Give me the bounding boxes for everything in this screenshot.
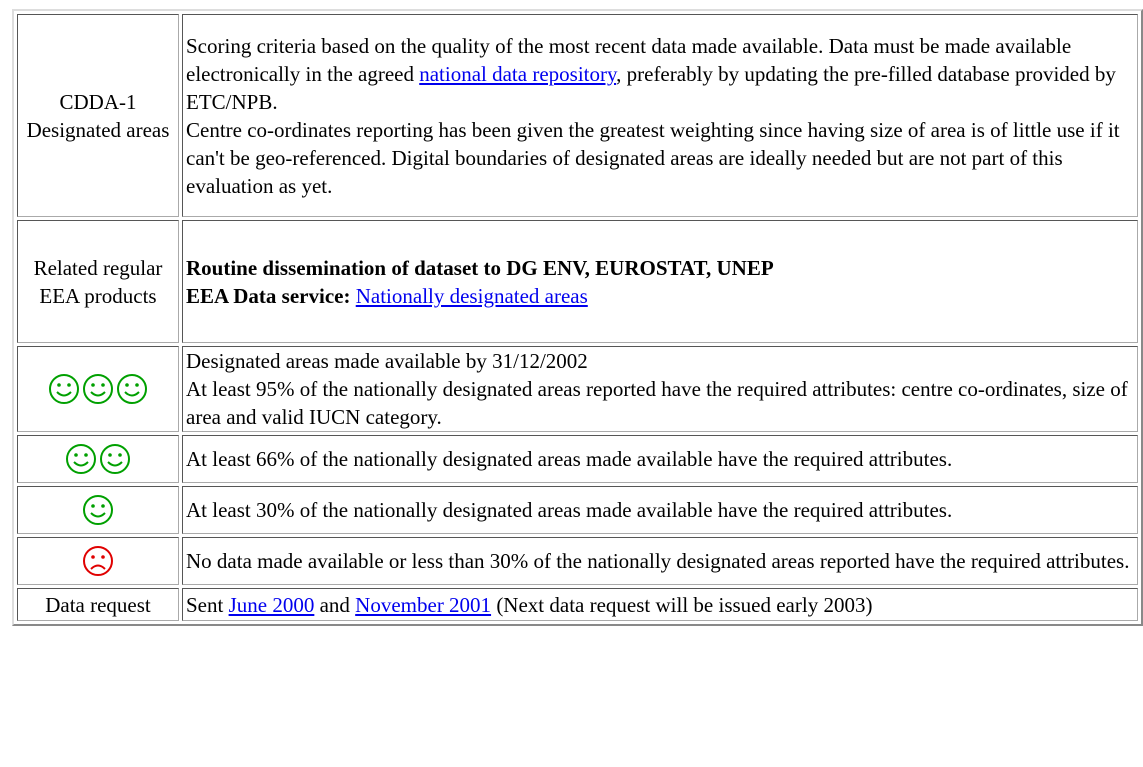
link[interactable]: Nationally designated areas — [355, 283, 588, 308]
text: Scoring criteria based on the quality of… — [186, 33, 1072, 86]
row: Designated areas made available by 31/12… — [17, 346, 1138, 432]
label: Data request — [45, 592, 151, 617]
content-cell: Sent June 2000 and November 2001 (Next d… — [182, 588, 1138, 621]
text: , preferably by updating the pre-filled … — [186, 61, 1116, 114]
label-cell: Related regular EEA products — [17, 220, 179, 343]
link[interactable]: national data repository — [419, 61, 617, 86]
icon-cell — [17, 435, 179, 483]
row: No data made available or less than 30% … — [17, 537, 1138, 585]
icon-cell — [17, 486, 179, 534]
text: At least 95% of the nationally designate… — [186, 377, 1128, 429]
text: (Next data request will be issued early … — [491, 592, 873, 617]
row: Related regular EEA products Routine dis… — [17, 220, 1138, 343]
icon-cell — [17, 537, 179, 585]
faces — [82, 494, 114, 526]
content-cell: At least 30% of the nationally designate… — [182, 486, 1138, 534]
text: Routine dissemination of dataset to DG E… — [186, 255, 774, 280]
content-cell: No data made available or less than 30% … — [182, 537, 1138, 585]
row: At least 30% of the nationally designate… — [17, 486, 1138, 534]
text: EEA Data service: — [186, 283, 351, 308]
happy-face — [99, 443, 131, 475]
content-cell: Scoring criteria based on the quality of… — [182, 14, 1138, 217]
text: Centre co-ordinates reporting has been g… — [186, 117, 1120, 198]
text: At least 66% of the nationally designate… — [186, 447, 953, 471]
sad-face — [82, 545, 114, 577]
text: and — [314, 592, 356, 617]
happy-face — [82, 373, 114, 405]
faces — [65, 443, 131, 475]
faces — [82, 545, 114, 577]
row: Data request Sent June 2000 and November… — [17, 588, 1138, 621]
row: CDDA-1 Designated areas Scoring criteria… — [17, 14, 1138, 217]
icon-cell — [17, 346, 179, 432]
link[interactable]: November 2001 — [355, 592, 492, 617]
happy-face — [116, 373, 148, 405]
label-cell: Data request — [17, 588, 179, 621]
criteria-table: CDDA-1 Designated areas Scoring criteria… — [12, 9, 1143, 626]
label: CDDA-1 Designated areas — [26, 89, 170, 142]
link[interactable]: June 2000 — [228, 592, 315, 617]
text: At least 30% of the nationally designate… — [186, 498, 953, 522]
happy-face — [48, 373, 80, 405]
text: Sent — [186, 592, 229, 617]
text: Designated areas made available by 31/12… — [186, 349, 588, 373]
happy-face — [65, 443, 97, 475]
content-cell: At least 66% of the nationally designate… — [182, 435, 1138, 483]
faces — [48, 373, 148, 405]
content-cell: Designated areas made available by 31/12… — [182, 346, 1138, 432]
label-cell: CDDA-1 Designated areas — [17, 14, 179, 217]
row: At least 66% of the nationally designate… — [17, 435, 1138, 483]
text: No data made available or less than 30% … — [186, 549, 1130, 573]
happy-face — [82, 494, 114, 526]
content-cell: Routine dissemination of dataset to DG E… — [182, 220, 1138, 343]
label: Related regular EEA products — [33, 255, 163, 308]
